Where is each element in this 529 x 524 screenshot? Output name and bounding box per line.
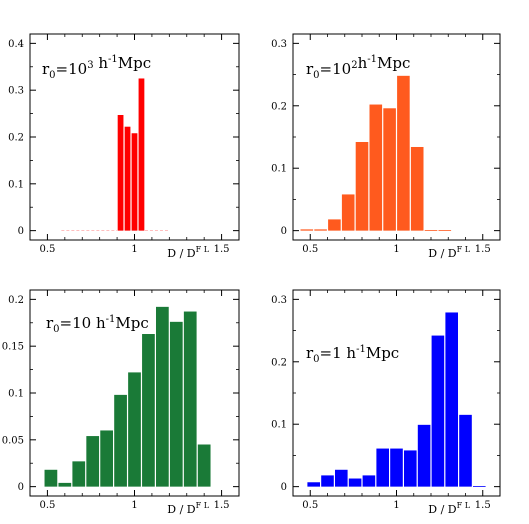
x-tick-label: 1 <box>393 500 399 511</box>
histogram-bar <box>86 436 100 487</box>
histogram-bar <box>58 482 72 487</box>
histogram-panel-1: 0.5 1 1.5 0 0.1 0.2 0.3 0.4 D / DF L r0=103 h-1Mp… <box>8 33 240 260</box>
panel-label: r0=10 h-1Mpc <box>46 314 149 335</box>
histogram-bar <box>410 146 424 231</box>
histogram-bar <box>383 108 396 231</box>
y-tick-label: 0.2 <box>271 101 287 112</box>
y-tick-label: 0.3 <box>8 86 24 97</box>
y-tick-label: 0.15 <box>2 342 24 353</box>
histogram-bar <box>397 75 410 231</box>
x-axis-title: D / DF L <box>428 501 470 516</box>
histogram-bar <box>424 230 438 231</box>
histogram-bar <box>341 194 355 231</box>
histogram-panel-3: 0.5 1 1.5 0 0.05 0.1 0.15 0.2 D / DF L r0=10 h-1M… <box>2 289 240 516</box>
histogram-bar <box>138 78 145 231</box>
x-tick-label: 1 <box>393 244 399 255</box>
x-tick-label: 1 <box>131 500 137 511</box>
y-tick-label: 0.1 <box>8 389 24 400</box>
x-tick-label: 1.5 <box>475 500 491 511</box>
histogram-bar <box>431 335 445 487</box>
y-tick-label: 0.2 <box>271 357 287 368</box>
histogram-bar <box>355 141 369 231</box>
y-tick-label: 0.2 <box>8 133 24 144</box>
y-tick-label: 0.2 <box>8 295 24 306</box>
x-tick-label: 1 <box>131 244 137 255</box>
x-tick-label: 0.5 <box>39 500 55 511</box>
panel-label: r0=103 h-1Mpc <box>42 54 151 81</box>
y-tick-label: 0.05 <box>2 435 24 446</box>
histogram-bar <box>131 133 138 231</box>
histogram-bar <box>438 230 452 231</box>
x-tick-label: 0.5 <box>39 244 55 255</box>
histogram-bar <box>390 448 403 487</box>
y-tick-label: 0.3 <box>271 295 287 306</box>
histogram-bar <box>169 321 183 487</box>
x-tick-label: 0.5 <box>302 500 318 511</box>
histogram-bar <box>142 334 155 487</box>
y-tick-label: 0 <box>281 482 287 493</box>
histogram-bar <box>100 430 113 487</box>
histogram-panel-4: 0.5 1 1.5 0 0.1 0.2 0.3 D / DF L r0=1 h-1Mpc <box>271 289 501 516</box>
panel-label: r0=1 h-1Mpc <box>306 344 399 365</box>
x-tick-label: 1.5 <box>214 500 230 511</box>
y-tick-label: 0 <box>18 226 24 237</box>
histogram-panel-2: 0.5 1 1.5 0 0.1 0.2 0.3 D / DF L r0=102h-1Mpc <box>271 33 501 260</box>
histogram-bar <box>328 219 341 231</box>
histogram-bar <box>445 312 458 487</box>
panel-label: r0=102h-1Mpc <box>306 54 410 81</box>
y-tick-label: 0 <box>18 482 24 493</box>
histogram-bar <box>348 478 362 487</box>
histogram-bar <box>473 486 486 487</box>
histogram-bar <box>72 461 86 487</box>
y-tick-label: 0 <box>281 226 287 237</box>
histogram-bar <box>376 448 389 487</box>
x-axis-title: D / DF L <box>428 245 470 260</box>
x-tick-label: 1.5 <box>475 244 491 255</box>
y-tick-label: 0.1 <box>271 164 287 175</box>
y-tick-label: 0.4 <box>8 39 24 50</box>
histogram-bar <box>300 229 314 231</box>
histogram-bar <box>362 475 376 487</box>
x-tick-label: 1.5 <box>214 244 230 255</box>
histogram-bar <box>321 475 334 487</box>
histogram-bar <box>117 114 124 231</box>
histogram-bar <box>404 450 417 487</box>
y-tick-label: 0.1 <box>8 179 24 190</box>
histogram-bar <box>128 372 141 487</box>
histogram-bar <box>44 469 58 487</box>
x-axis-title: D / DF L <box>167 501 209 516</box>
histogram-bar <box>459 414 472 487</box>
histogram-bar <box>335 469 348 487</box>
histogram-bar <box>156 306 169 487</box>
histogram-bar <box>124 126 131 231</box>
y-tick-label: 0.3 <box>271 39 287 50</box>
histogram-bar <box>197 444 211 487</box>
histogram-bar <box>307 482 320 487</box>
histogram-bar <box>114 394 127 487</box>
y-tick-label: 0.1 <box>271 420 287 431</box>
histogram-bar <box>369 104 383 231</box>
histogram-bar <box>417 424 431 487</box>
histogram-bar <box>314 229 327 231</box>
x-axis-title: D / DF L <box>167 245 209 260</box>
x-tick-label: 0.5 <box>302 244 318 255</box>
histogram-bar <box>183 311 197 487</box>
